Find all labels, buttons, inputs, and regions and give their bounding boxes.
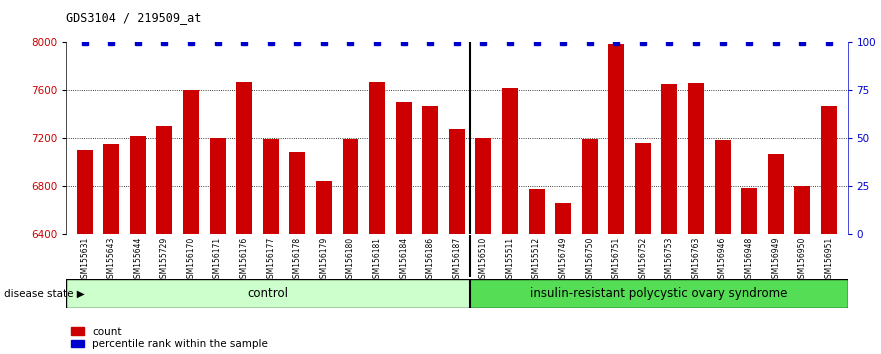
Bar [581,139,597,354]
Bar [529,189,544,354]
Bar [316,181,332,354]
Text: GSM155512: GSM155512 [532,237,541,283]
Bar [343,139,359,354]
Bar [635,143,651,354]
Bar [714,141,730,354]
Text: control: control [248,287,289,300]
Text: GSM156510: GSM156510 [479,237,488,283]
Text: GSM155644: GSM155644 [133,237,143,283]
Text: GSM156179: GSM156179 [320,237,329,283]
Text: GSM156948: GSM156948 [744,237,753,283]
Text: GSM156171: GSM156171 [213,237,222,283]
Bar [688,83,704,354]
Text: GSM156753: GSM156753 [665,237,674,283]
Bar [470,279,848,308]
Text: GSM156752: GSM156752 [639,237,648,283]
Text: GSM155631: GSM155631 [80,237,89,283]
Text: GSM156186: GSM156186 [426,237,434,283]
Bar [608,44,625,354]
Bar [369,82,385,354]
Text: disease state ▶: disease state ▶ [4,289,85,298]
Text: GSM156751: GSM156751 [611,237,621,283]
Bar [236,82,252,354]
Text: GSM156763: GSM156763 [692,237,700,283]
Text: GSM155511: GSM155511 [506,237,515,283]
Text: GSM156181: GSM156181 [373,237,381,282]
Bar [502,88,518,354]
Text: GSM156749: GSM156749 [559,237,567,283]
Legend: count, percentile rank within the sample: count, percentile rank within the sample [71,327,268,349]
Text: insulin-resistant polycystic ovary syndrome: insulin-resistant polycystic ovary syndr… [530,287,788,300]
Bar [767,154,784,354]
Text: GSM156176: GSM156176 [240,237,248,283]
Bar [103,144,119,354]
Text: GSM156946: GSM156946 [718,237,727,283]
Text: GSM156950: GSM156950 [798,237,807,283]
Bar [741,188,757,354]
Bar [821,106,837,354]
Bar [289,153,306,354]
Text: GSM155729: GSM155729 [160,237,169,283]
Bar [66,279,470,308]
Bar [396,102,411,354]
Text: GSM156187: GSM156187 [452,237,462,283]
Text: GSM156170: GSM156170 [187,237,196,283]
Text: GSM156184: GSM156184 [399,237,408,283]
Bar [77,150,93,354]
Bar [476,138,492,354]
Bar [157,126,173,354]
Text: GSM155643: GSM155643 [107,237,115,283]
Text: GSM156178: GSM156178 [292,237,302,283]
Text: GSM156180: GSM156180 [346,237,355,283]
Bar [130,136,146,354]
Text: GSM156949: GSM156949 [771,237,781,283]
Bar [555,202,571,354]
Text: GSM156177: GSM156177 [266,237,275,283]
Bar [795,186,811,354]
Text: GSM156951: GSM156951 [825,237,833,283]
Text: GSM156750: GSM156750 [585,237,594,283]
Bar [662,84,677,354]
Text: GDS3104 / 219509_at: GDS3104 / 219509_at [66,11,202,24]
Bar [263,139,278,354]
Bar [210,138,226,354]
Bar [448,129,465,354]
Bar [183,90,199,354]
Bar [422,106,438,354]
